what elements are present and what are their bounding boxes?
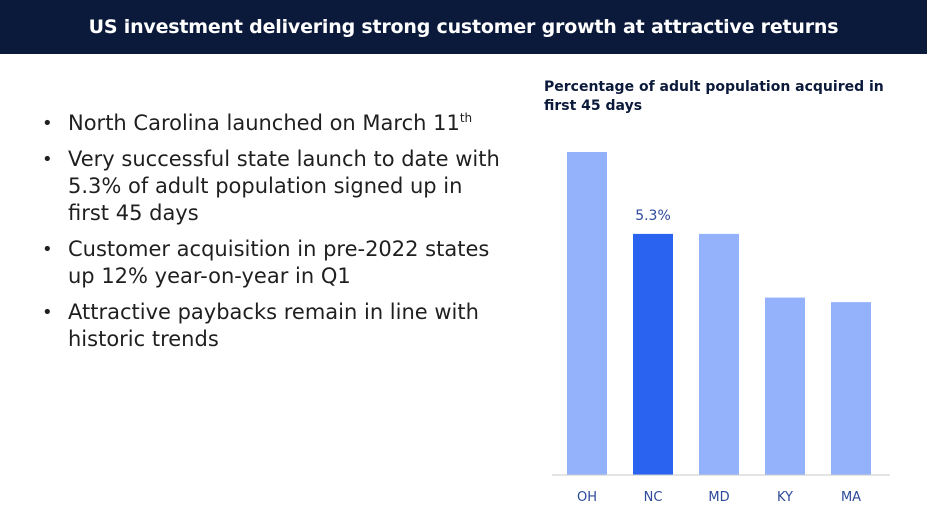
bar-nc bbox=[633, 233, 673, 475]
bullet-item: • Customer acquisition in pre-2022 state… bbox=[40, 236, 510, 290]
bullet-text: Customer acquisition in pre-2022 states … bbox=[68, 237, 490, 288]
bullet-marker: • bbox=[42, 302, 53, 323]
bullet-marker: • bbox=[42, 113, 53, 134]
x-tick-label: OH bbox=[577, 490, 597, 505]
bar-ky bbox=[765, 297, 805, 475]
bar-chart: OH NC 5.3% MD KY MA bbox=[552, 152, 890, 505]
bullet-text: Very successful state launch to date wit… bbox=[68, 147, 500, 225]
chart-title: Percentage of adult population acquired … bbox=[544, 79, 884, 114]
slide-title: US investment delivering strong customer… bbox=[88, 16, 839, 38]
x-tick-label: MD bbox=[708, 490, 729, 505]
bar-ma bbox=[831, 302, 871, 475]
bullet-text: North Carolina launched on March 11 bbox=[68, 111, 460, 135]
bullet-text: Attractive paybacks remain in line with … bbox=[68, 300, 479, 351]
data-label: 5.3% bbox=[635, 208, 671, 224]
bullet-item: • Attractive paybacks remain in line wit… bbox=[40, 299, 510, 353]
bullet-item: • Very successful state launch to date w… bbox=[40, 146, 510, 227]
x-tick-label: KY bbox=[777, 490, 793, 505]
x-tick-label: NC bbox=[644, 490, 663, 505]
bullet-list: • North Carolina launched on March 11th … bbox=[40, 110, 510, 362]
bullet-marker: • bbox=[42, 149, 53, 170]
bullet-item: • North Carolina launched on March 11th bbox=[40, 110, 510, 137]
bullet-superscript: th bbox=[459, 111, 473, 125]
bar-md bbox=[699, 233, 739, 475]
bullet-marker: • bbox=[42, 239, 53, 260]
slide-header: US investment delivering strong customer… bbox=[0, 0, 927, 54]
bar-oh bbox=[567, 152, 607, 475]
x-tick-label: MA bbox=[841, 490, 861, 505]
